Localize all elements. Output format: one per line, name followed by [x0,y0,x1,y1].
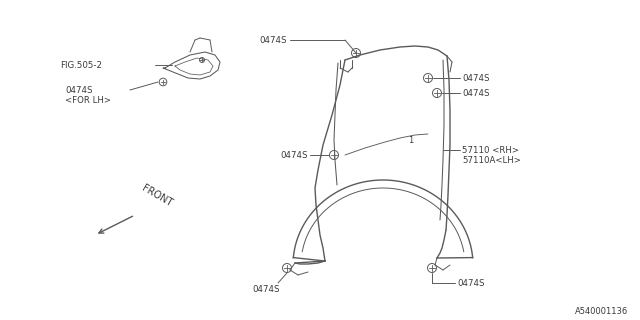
Text: <FOR LH>: <FOR LH> [65,95,111,105]
Text: 0474S: 0474S [462,74,490,83]
Text: 0474S: 0474S [280,150,308,159]
Text: A540001136: A540001136 [575,308,628,316]
Text: 1: 1 [408,135,413,145]
Text: 0474S: 0474S [252,285,280,294]
Text: 57110A<LH>: 57110A<LH> [462,156,521,164]
Text: 0474S: 0474S [259,36,287,44]
Text: FIG.505-2: FIG.505-2 [60,60,102,69]
Text: 0474S: 0474S [457,278,484,287]
Text: FRONT: FRONT [140,183,174,208]
Text: 0474S: 0474S [65,85,93,94]
Text: 0474S: 0474S [462,89,490,98]
Text: 57110 <RH>: 57110 <RH> [462,146,519,155]
